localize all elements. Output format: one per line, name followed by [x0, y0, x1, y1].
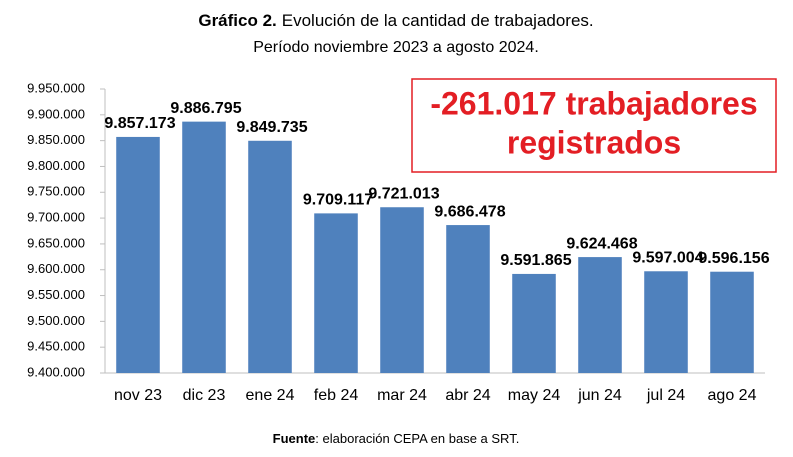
source-bold: Fuente	[273, 431, 316, 446]
y-tick-label: 9.900.000	[27, 106, 85, 121]
x-tick-label: nov 23	[114, 387, 162, 404]
chart-title-line: Gráfico 2. Evolución de la cantidad de tr…	[198, 11, 593, 30]
bar	[248, 140, 292, 373]
value-label: 9.624.468	[566, 235, 637, 252]
x-tick-label: dic 23	[183, 387, 226, 404]
y-tick-label: 9.550.000	[27, 287, 85, 302]
y-tick-label: 9.650.000	[27, 235, 85, 250]
bar	[182, 121, 226, 373]
bar	[116, 136, 160, 373]
x-tick-label: may 24	[508, 387, 561, 404]
y-tick-label: 9.400.000	[27, 364, 85, 379]
x-tick-label: ene 24	[246, 387, 295, 404]
chart-subtitle: Período noviembre 2023 a agosto 2024.	[253, 39, 539, 56]
value-label: 9.857.173	[104, 115, 175, 132]
bar	[512, 273, 556, 373]
x-tick-label: jul 24	[646, 387, 685, 404]
bar	[380, 207, 424, 373]
x-tick-label: mar 24	[377, 387, 427, 404]
x-tick-label: jun 24	[577, 387, 622, 404]
y-tick-label: 9.600.000	[27, 261, 85, 276]
x-tick-label: ago 24	[708, 387, 757, 404]
value-label: 9.591.865	[500, 252, 571, 269]
value-label: 9.596.156	[698, 250, 769, 267]
annotation-box	[411, 78, 777, 173]
bar	[314, 213, 358, 373]
y-tick-label: 9.950.000	[27, 80, 85, 95]
source-line: Fuente: elaboración CEPA en base a SRT.	[273, 431, 520, 446]
bar	[710, 271, 754, 373]
annotation: -261.017 trabajadores	[430, 85, 757, 121]
bar	[578, 257, 622, 373]
y-tick-label: 9.800.000	[27, 158, 85, 173]
annotation: registrados	[507, 124, 681, 160]
y-tick-label: 9.700.000	[27, 210, 85, 225]
value-label: 9.597.004	[632, 249, 703, 266]
value-label: 9.721.013	[368, 185, 439, 202]
y-tick-label: 9.450.000	[27, 339, 85, 354]
value-label: 9.686.478	[434, 203, 505, 220]
bar	[446, 225, 490, 373]
value-label: 9.849.735	[236, 119, 307, 136]
value-label: 9.709.117	[303, 192, 373, 209]
bar	[644, 271, 688, 373]
chart-title: Evolución de la cantidad de trabajadores…	[282, 11, 594, 30]
title-bold: Gráfico 2.	[198, 11, 276, 30]
value-label: 9.886.795	[170, 100, 241, 117]
x-tick-label: abr 24	[445, 387, 490, 404]
y-tick-label: 9.500.000	[27, 313, 85, 328]
source: : elaboración CEPA en base a SRT.	[315, 431, 519, 446]
y-tick-label: 9.850.000	[27, 132, 85, 147]
x-tick-label: feb 24	[314, 387, 359, 404]
y-tick-label: 9.750.000	[27, 184, 85, 199]
